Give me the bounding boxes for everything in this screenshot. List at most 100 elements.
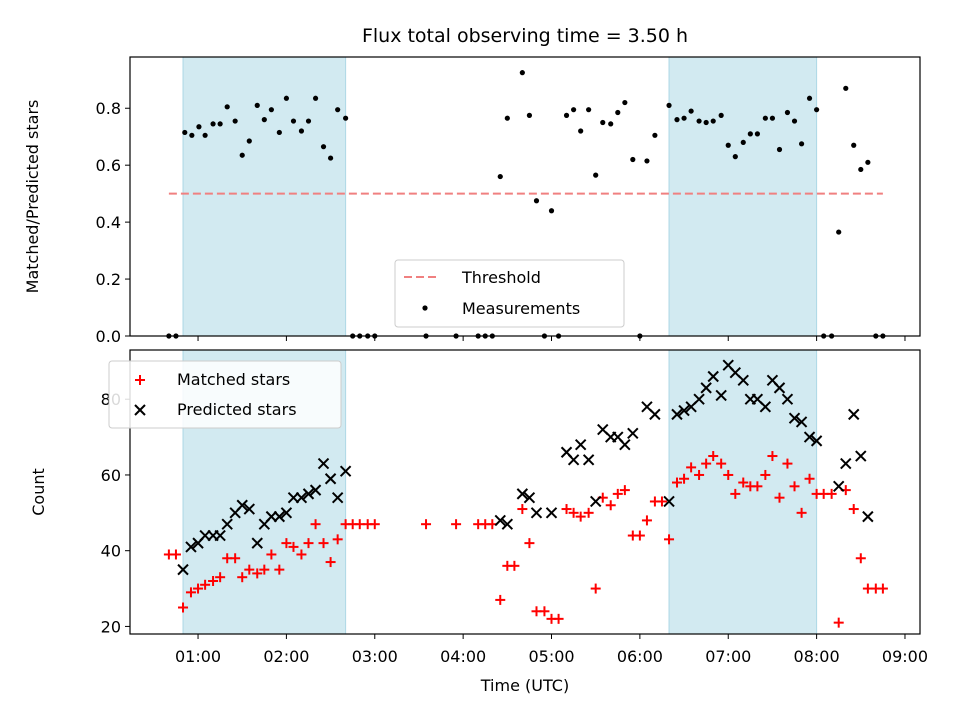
measurement-point [630,156,636,163]
cross-b [597,423,609,436]
predicted-star-point [715,389,727,402]
matched-star-point [495,594,506,605]
ratio-legend: Threshold Measurements [394,259,625,328]
cross-b [693,393,705,405]
cross-b [574,438,587,451]
predicted-star-point [273,510,286,523]
cross-b [295,491,308,504]
y-tick-label: 0.6 [96,156,121,175]
cross-b [751,393,764,405]
measurement-point [224,104,230,110]
matched-star-point [281,538,292,549]
matched-star-point [686,462,697,473]
measurement-point [608,121,614,127]
cross-b [678,404,690,417]
measurement-point [732,154,738,160]
matched-star-point [716,458,727,469]
matched-star-point [789,481,800,492]
measurement-point [644,158,650,164]
matched-star-point [833,617,844,628]
cross-b [236,499,248,511]
cross-b [243,503,256,515]
matched-star-point [509,560,520,571]
cross-b [848,408,860,421]
measurement-point [261,117,267,123]
measurement-point [769,115,776,121]
matched-star-point [568,507,579,518]
predicted-star-point [280,507,293,519]
predicted-star-point [700,382,712,394]
measurement-point [343,115,349,121]
predicted-star-point [759,401,772,413]
ratio-panel: 0.0 0.2 0.4 0.6 0.8 Flux total observing tim… [23,25,921,346]
matched-star-point [826,488,837,499]
cross-b [707,370,719,383]
predicted-star-point [177,563,189,576]
legend-measurement-label: Measurements [462,299,580,318]
measurement-point [600,119,606,126]
matched-star-point [539,606,550,617]
matched-star-point [855,553,866,564]
predicted-star-point [251,537,263,549]
matched-star-point [583,507,594,518]
matched-star-point [266,549,277,560]
cross-b [177,563,189,576]
measurement-point [806,95,813,101]
matched-star-point [575,511,586,522]
matched-star-point [230,553,241,564]
cross-b [766,374,779,387]
measurement-point [784,109,791,116]
matched-star-point [259,564,270,575]
shaded-interval [668,349,818,635]
measurement-point [182,129,188,136]
measurement-point [674,117,680,123]
y-tick-label: 0.4 [96,213,121,232]
matched-star-point [288,541,299,552]
cross-b [339,465,352,477]
measurement-point [305,118,312,124]
predicted-star-point [649,408,661,421]
matched-star-point [877,583,888,594]
matched-star-point [193,583,204,594]
cross-b [582,454,595,466]
predicted-star-point [221,518,233,530]
matched-star-point [694,469,705,480]
x-tick-label: 09:00 [882,647,928,666]
x-axis-label: Time (UTC) [480,676,569,695]
count-x-ticks: 01:00 02:00 03:00 04:00 05:00 06:00 07:00 08:00… [175,634,928,666]
cross-b [663,495,675,508]
measurement-point [740,139,746,146]
measurement-point [504,115,510,121]
measurement-point [268,107,274,113]
cross-b [251,537,263,549]
matched-star-point [782,458,793,469]
matched-star-point [200,579,211,590]
matched-star-point [451,519,462,530]
matched-star-point [561,504,572,515]
count-panel: 20406080 01:0002:0003:0004:0005:0006:000… [29,349,928,695]
predicted-star-point [707,370,719,383]
matched-star-point [708,451,719,462]
predicted-star-point [309,484,322,496]
matched-star-point [664,534,675,545]
y-tick-label: 0.0 [96,327,121,346]
matched-star-point [318,538,329,549]
legend-measurement-swatch [422,305,428,311]
matched-star-point [369,519,380,530]
measurement-point [776,146,783,153]
measurement-point [312,95,319,101]
predicted-star-point [619,438,631,451]
predicted-star-point [848,408,860,421]
predicted-star-point [693,393,705,405]
predicted-star-point [516,488,529,500]
legend-predicted-label: Predicted stars [177,400,297,419]
predicted-star-point [567,454,580,466]
legend-box [108,360,342,429]
cross-b [612,431,624,443]
measurement-point [217,121,223,127]
ratio-y-axis-label: Matched/Predicted stars [23,100,42,294]
cross-b [803,431,816,443]
matched-star-point [325,557,336,568]
x-tick-label: 07:00 [705,647,751,666]
shaded-interval [668,56,818,337]
